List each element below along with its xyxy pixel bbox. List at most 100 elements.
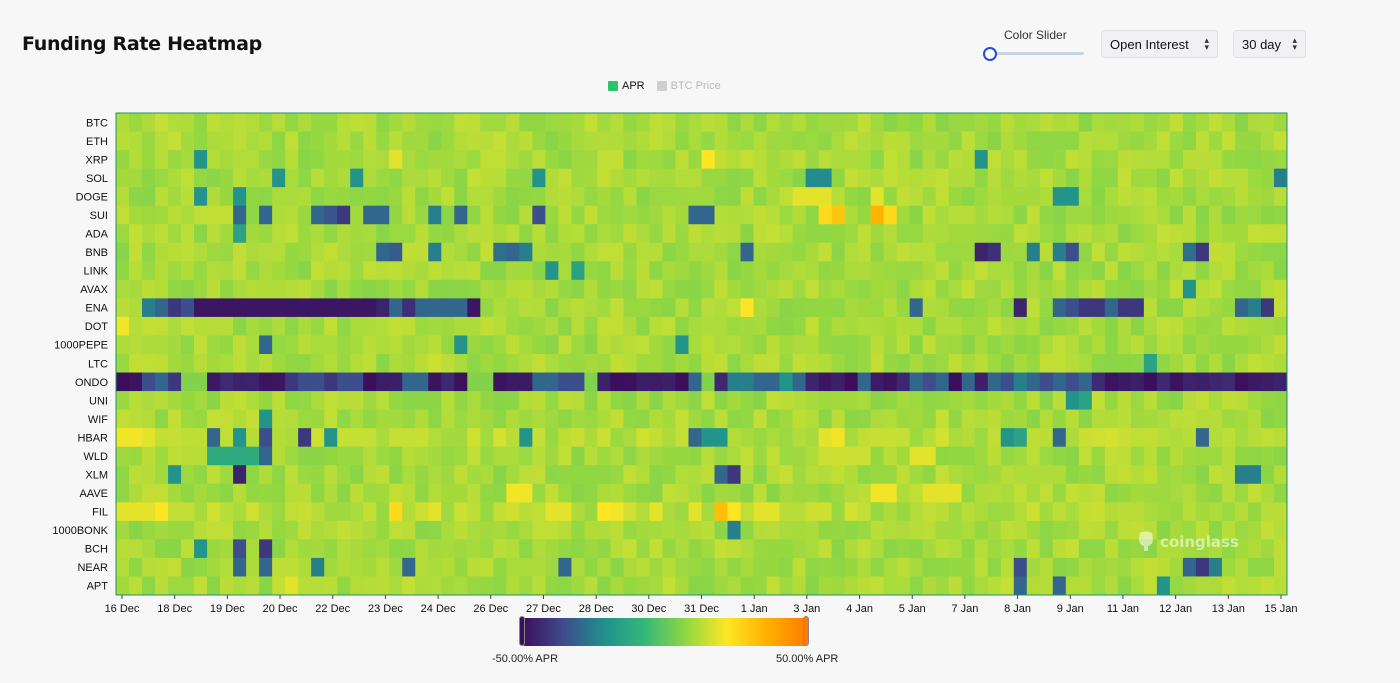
heatmap-cell[interactable] [571,187,585,207]
heatmap-cell[interactable] [1156,391,1171,411]
heatmap-cell[interactable] [571,279,585,299]
heatmap-cell[interactable] [740,150,754,170]
heatmap-cell[interactable] [311,187,325,207]
heatmap-cell[interactable] [415,520,429,540]
heatmap-cell[interactable] [480,316,494,336]
heatmap-cell[interactable] [337,298,351,318]
heatmap-cell[interactable] [961,502,976,522]
heatmap-cell[interactable] [584,557,598,577]
heatmap-cell[interactable] [519,446,533,466]
heatmap-cell[interactable] [454,446,468,466]
heatmap-cell[interactable] [584,483,598,503]
heatmap-cell[interactable] [402,316,416,336]
heatmap-cell[interactable] [311,224,325,244]
heatmap-cell[interactable] [532,428,546,448]
heatmap-cell[interactable] [324,354,338,373]
heatmap-cell[interactable] [727,279,741,299]
heatmap-cell[interactable] [207,113,221,132]
heatmap-cell[interactable] [1169,557,1184,577]
heatmap-cell[interactable] [701,150,715,170]
heatmap-cell[interactable] [662,576,676,596]
heatmap-cell[interactable] [974,187,989,207]
heatmap-cell[interactable] [337,168,351,188]
heatmap-cell[interactable] [337,354,351,373]
heatmap-cell[interactable] [714,409,728,429]
heatmap-cell[interactable] [896,483,911,503]
heatmap-cell[interactable] [363,205,377,225]
heatmap-cell[interactable] [220,113,234,132]
heatmap-cell[interactable] [454,539,468,559]
heatmap-cell[interactable] [259,576,273,596]
heatmap-cell[interactable] [207,224,221,244]
heatmap-cell[interactable] [623,391,637,411]
heatmap-cell[interactable] [675,372,689,392]
heatmap-cell[interactable] [1013,242,1028,262]
heatmap-cell[interactable] [220,168,234,188]
heatmap-cell[interactable] [285,428,299,448]
heatmap-cell[interactable] [493,409,507,429]
heatmap-cell[interactable] [194,354,208,373]
heatmap-cell[interactable] [129,576,143,596]
heatmap-cell[interactable] [688,520,702,540]
heatmap-cell[interactable] [779,168,793,188]
heatmap-cell[interactable] [844,483,859,503]
heatmap-cell[interactable] [818,539,833,559]
heatmap-cell[interactable] [1143,557,1158,577]
heatmap-cell[interactable] [1117,428,1132,448]
heatmap-cell[interactable] [142,520,156,540]
heatmap-cell[interactable] [142,354,156,373]
heatmap-cell[interactable] [337,483,351,503]
heatmap-cell[interactable] [740,335,754,355]
heatmap-cell[interactable] [701,168,715,188]
heatmap-cell[interactable] [597,539,611,559]
heatmap-cell[interactable] [363,150,377,170]
heatmap-cell[interactable] [805,539,819,559]
heatmap-cell[interactable] [1026,224,1041,244]
heatmap-cell[interactable] [493,372,507,392]
heatmap-cell[interactable] [155,316,169,336]
heatmap-cell[interactable] [285,298,299,318]
heatmap-cell[interactable] [545,168,559,188]
heatmap-cell[interactable] [1182,391,1197,411]
heatmap-cell[interactable] [753,242,767,262]
heatmap-cell[interactable] [909,409,924,429]
heatmap-cell[interactable] [740,224,754,244]
heatmap-cell[interactable] [675,150,689,170]
heatmap-cell[interactable] [623,261,637,281]
heatmap-cell[interactable] [766,483,780,503]
heatmap-cell[interactable] [935,557,950,577]
heatmap-cell[interactable] [376,150,390,170]
heatmap-cell[interactable] [298,446,312,466]
heatmap-cell[interactable] [129,224,143,244]
heatmap-cell[interactable] [259,409,273,429]
heatmap-cell[interactable] [350,465,364,485]
heatmap-cell[interactable] [831,316,846,336]
heatmap-cell[interactable] [389,391,403,411]
heatmap-cell[interactable] [1117,372,1132,392]
heatmap-cell[interactable] [1169,261,1184,281]
heatmap-cell[interactable] [558,261,572,281]
heatmap-cell[interactable] [1169,113,1184,132]
heatmap-cell[interactable] [818,372,833,392]
heatmap-cell[interactable] [194,391,208,411]
heatmap-cell[interactable] [1156,131,1171,151]
heatmap-cell[interactable] [155,576,169,596]
heatmap-cell[interactable] [493,205,507,225]
heatmap-cell[interactable] [883,261,898,281]
heatmap-cell[interactable] [597,409,611,429]
heatmap-cell[interactable] [662,446,676,466]
heatmap-cell[interactable] [1130,113,1145,132]
heatmap-cell[interactable] [636,261,650,281]
heatmap-cell[interactable] [909,298,924,318]
heatmap-cell[interactable] [285,557,299,577]
heatmap-cell[interactable] [272,520,286,540]
heatmap-cell[interactable] [298,279,312,299]
heatmap-cell[interactable] [740,428,754,448]
heatmap-cell[interactable] [610,131,624,151]
heatmap-cell[interactable] [662,261,676,281]
heatmap-cell[interactable] [1208,520,1223,540]
heatmap-cell[interactable] [402,224,416,244]
heatmap-cell[interactable] [493,557,507,577]
heatmap-cell[interactable] [701,205,715,225]
heatmap-cell[interactable] [1013,372,1028,392]
